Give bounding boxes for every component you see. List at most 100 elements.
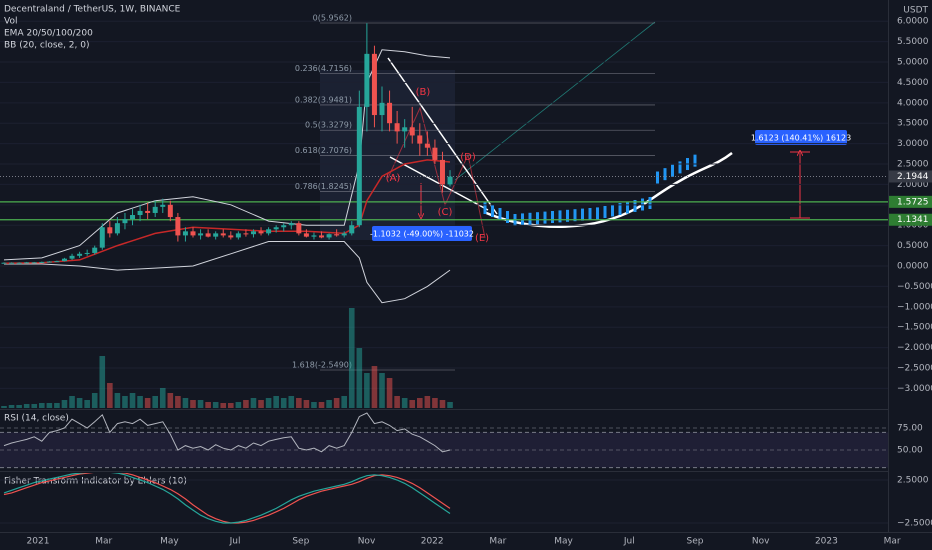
projection-bar (498, 208, 502, 220)
y-tick-label: −0.5000 (897, 282, 932, 292)
volume-bar (197, 400, 204, 408)
volume-bar (137, 396, 143, 408)
candle-body (9, 262, 15, 264)
volume-bar (417, 398, 423, 408)
wave-label: (C) (438, 207, 453, 218)
volume-bar (250, 398, 257, 408)
projection-bar (491, 205, 494, 217)
candle-body (266, 229, 272, 234)
ema-label: EMA 20/50/100/200 (4, 29, 93, 39)
y-tick-label: 0.0000 (897, 262, 929, 272)
candle-body (24, 262, 30, 264)
candle-body (99, 227, 105, 248)
volume-bar (273, 396, 279, 408)
projection-bar (648, 197, 652, 209)
candle-body (364, 53, 370, 107)
candle-body (190, 231, 196, 236)
measure-label: 1.6123 (140.41%) 16123 (751, 134, 851, 143)
cup-curve (483, 152, 733, 228)
volume-bar (8, 405, 15, 408)
candle-body (394, 123, 400, 132)
candle-body (250, 231, 256, 235)
candle-body (334, 234, 340, 236)
rsi-line (3, 412, 451, 453)
candle-body (61, 258, 67, 262)
projection-bar (528, 212, 532, 225)
volume-bar (16, 405, 22, 408)
fib-label: 0.618(2.7076) (295, 146, 352, 155)
y-tick-label: 2.0000 (897, 180, 929, 190)
level-tag (889, 195, 932, 208)
volume-bar (341, 396, 347, 408)
main-pane: 0(5.9562) 0.236(4.7156) 0.382(3.9481) 0.5(3… (0, 14, 888, 408)
candle-body (145, 210, 151, 213)
fisher-pane (0, 473, 888, 524)
volume-bar (424, 396, 431, 408)
volume-bar (46, 403, 53, 408)
level-label: 1.5725 (897, 197, 929, 207)
volume-bar (31, 404, 38, 408)
volume-bar (76, 398, 83, 408)
wedge-line (387, 57, 498, 215)
volume-bar (386, 378, 393, 408)
candle-body (447, 176, 453, 185)
candle-body (167, 204, 173, 218)
x-tick-label: Nov (752, 537, 770, 547)
volume-bar (394, 396, 400, 408)
volume-bar (182, 398, 189, 408)
candle-body (258, 231, 264, 234)
y-tick-label: −1.5000 (897, 323, 932, 333)
volume-bar (296, 398, 302, 408)
candle-body (175, 217, 181, 236)
projection-bar (566, 209, 569, 222)
projection-bar (663, 168, 667, 181)
x-tick-label: 2023 (815, 537, 838, 547)
projection-bar (633, 200, 637, 212)
candle-body (296, 223, 302, 234)
x-tick-label: Mar (884, 537, 901, 547)
volume-bar (39, 403, 45, 408)
pane-divider (0, 409, 888, 410)
candle-body (220, 233, 226, 236)
y-tick-label: 3.5000 (897, 119, 929, 129)
volume-bar (159, 388, 166, 408)
candle-body (326, 234, 332, 238)
fib-label: 0(5.9562) (313, 14, 352, 23)
projection-bar (573, 209, 577, 222)
volume-bar (144, 398, 151, 408)
projection-bar (588, 208, 592, 220)
y-tick-label: 4.0000 (897, 98, 929, 108)
projection-bar (656, 171, 659, 184)
volume-bar (61, 400, 68, 408)
rsi-tick-label: 50.00 (897, 445, 923, 455)
candle-body (122, 219, 128, 224)
level-label: 1.1341 (897, 215, 929, 225)
volume-bar (258, 400, 264, 408)
candle-body (107, 227, 113, 234)
projection-bar (618, 203, 622, 215)
projection-bar (596, 207, 599, 220)
projection-bar (536, 212, 539, 225)
projection-bar (611, 204, 614, 217)
rsi-tick-label: 75.00 (897, 423, 923, 433)
y-tick-label: 6.0000 (897, 17, 929, 27)
y-tick-label: 2.5000 (897, 160, 929, 170)
candle-body (235, 233, 241, 238)
projection-bar (558, 210, 562, 223)
candle-body (311, 235, 317, 237)
wave-label: (E) (475, 233, 489, 244)
pane-divider (0, 471, 888, 472)
projection-bar (506, 211, 509, 223)
candle-body (439, 159, 445, 185)
projection-bar (671, 164, 674, 177)
volume-bar (91, 393, 98, 408)
candle-body (387, 102, 393, 124)
candle-body (417, 135, 423, 144)
candle-body (432, 147, 438, 160)
measure-label: -1.1032 (-49.00%) -11032 (370, 230, 474, 239)
bb-label: BB (20, close, 2, 0) (4, 41, 89, 51)
projection-bar (603, 206, 607, 218)
volume-bar (84, 400, 90, 408)
bb-lower (4, 241, 451, 304)
